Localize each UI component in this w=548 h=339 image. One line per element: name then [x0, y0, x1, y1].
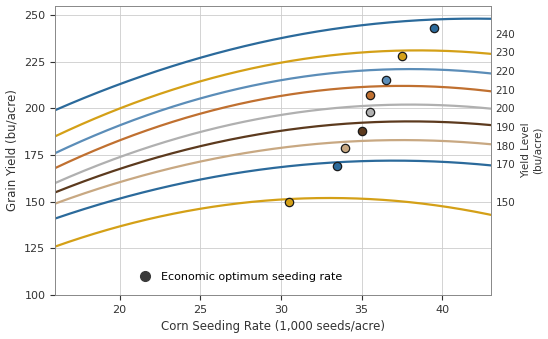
Y-axis label: Yield Level
(bu/acre): Yield Level (bu/acre)	[521, 123, 543, 178]
Legend: Economic optimum seeding rate: Economic optimum seeding rate	[130, 268, 346, 287]
Y-axis label: Grain Yield (bu/acre): Grain Yield (bu/acre)	[5, 89, 19, 211]
X-axis label: Corn Seeding Rate (1,000 seeds/acre): Corn Seeding Rate (1,000 seeds/acre)	[161, 320, 385, 334]
